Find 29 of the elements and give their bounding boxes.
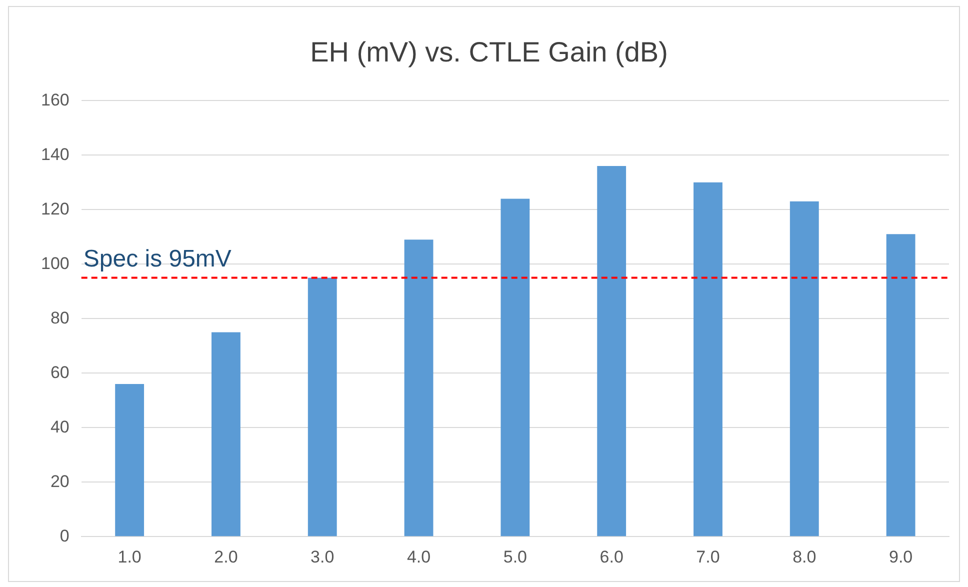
x-tick-label: 5.0 [503, 547, 527, 566]
bar [886, 234, 916, 536]
y-tick-label: 100 [40, 254, 70, 273]
x-tick-label: 3.0 [310, 547, 334, 566]
x-tick-label: 6.0 [600, 547, 624, 566]
y-tick-label: 120 [40, 199, 70, 218]
ref-line-label: Spec is 95mV [83, 245, 232, 272]
x-tick-label: 1.0 [118, 547, 142, 566]
x-tick-label: 8.0 [792, 547, 816, 566]
bar [212, 332, 240, 536]
bar [694, 182, 722, 536]
y-tick-label: 0 [60, 526, 70, 546]
bar [308, 278, 337, 536]
y-tick-label: 60 [50, 362, 70, 382]
y-tick-label: 140 [40, 144, 70, 164]
bar [790, 201, 819, 536]
bar [500, 198, 530, 536]
bar [597, 166, 626, 536]
x-tick-label: 2.0 [214, 547, 238, 566]
x-tick-label: 7.0 [696, 547, 720, 566]
y-tick-label: 80 [50, 308, 70, 328]
x-tick-label: 9.0 [888, 547, 913, 566]
bar [115, 384, 144, 536]
bar [404, 240, 434, 536]
chart-title: EH (mV) vs. CTLE Gain (dB) [310, 36, 668, 68]
x-tick-label: 4.0 [406, 547, 431, 566]
y-tick-label: 160 [40, 90, 70, 110]
y-tick-label: 20 [50, 472, 70, 491]
y-tick-label: 40 [50, 417, 70, 436]
